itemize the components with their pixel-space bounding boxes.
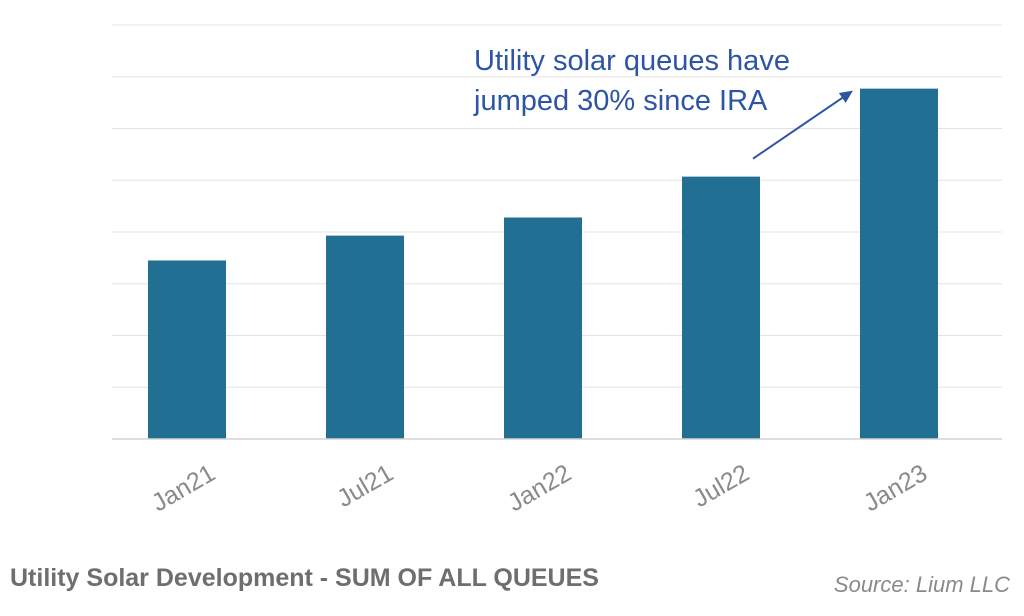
bar-jan21 (148, 260, 226, 439)
x-tick-labels: Jan21 Jul21 Jan22 Jul22 Jan23 (147, 459, 932, 517)
x-tick-label: Jul22 (688, 459, 754, 513)
x-tick-label: Jan23 (859, 459, 932, 517)
annotation: Utility solar queues have jumped 30% sin… (473, 45, 853, 160)
x-tick-label: Jan21 (147, 459, 220, 517)
x-tick-label: Jan22 (503, 459, 576, 517)
x-tick-label: Jul21 (332, 459, 398, 513)
bar-jan23 (860, 88, 938, 439)
annotation-line-1: Utility solar queues have (474, 45, 790, 77)
annotation-line-2: jumped 30% since IRA (473, 85, 768, 117)
chart-title: Utility Solar Development - SUM OF ALL Q… (10, 564, 599, 592)
annotation-arrowhead (838, 90, 853, 103)
bar-jul22 (682, 176, 760, 439)
bar-series (148, 88, 938, 439)
annotation-arrow (752, 93, 848, 160)
bar-jan22 (504, 217, 582, 439)
chart-source: Source: Lium LLC (833, 572, 1010, 597)
bar-jul21 (326, 235, 404, 439)
